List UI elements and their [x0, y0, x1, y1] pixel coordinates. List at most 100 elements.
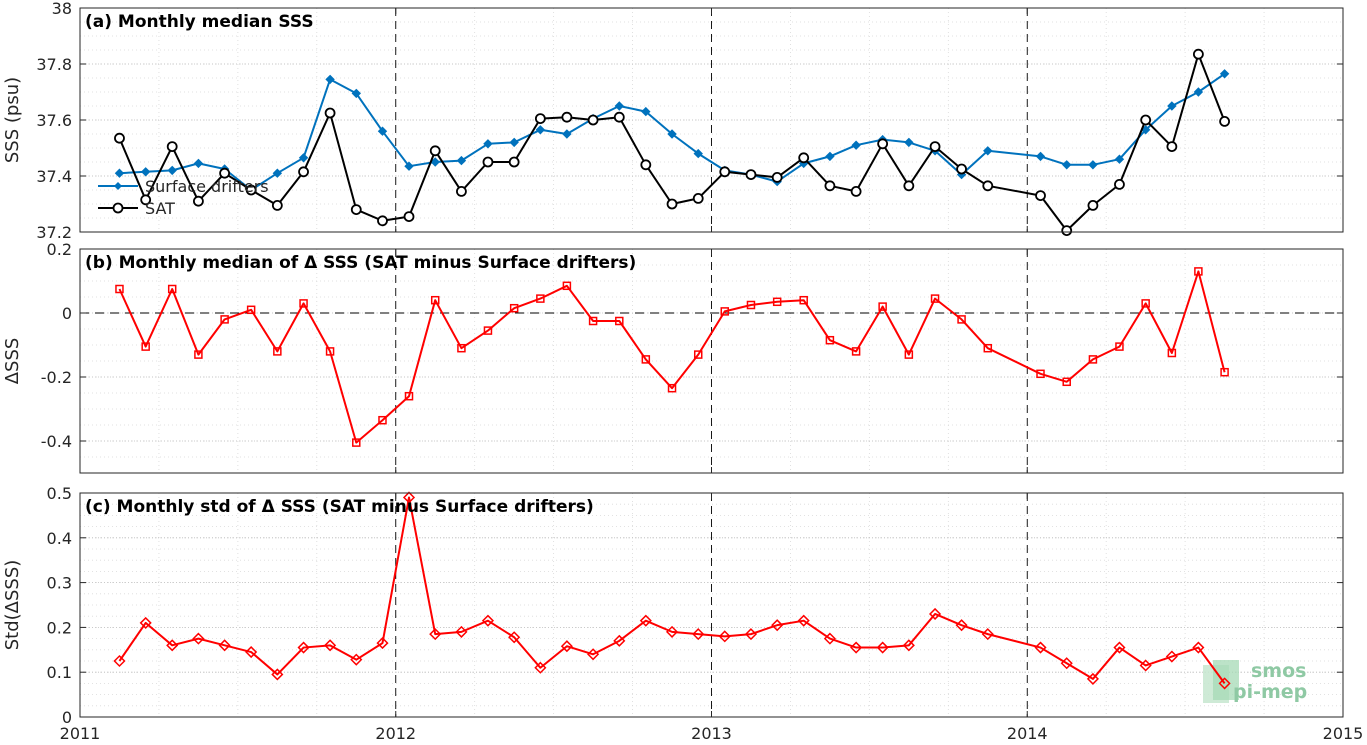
series-1-point	[746, 300, 756, 310]
series-1-point	[904, 350, 914, 359]
y-tick-label: 37.8	[36, 55, 72, 74]
panel-a-y-ticks: 37.2 37.4 37.6 37.8 38	[36, 0, 1344, 242]
legend: Surface drifters SAT	[98, 177, 269, 218]
panel-b-frame	[79, 248, 1344, 474]
y-tick-label: 0.4	[47, 529, 72, 548]
sat-point	[534, 113, 546, 124]
series-1-point	[534, 661, 547, 674]
series-1-point	[508, 631, 521, 644]
logo-text-pi-mep: pi-mep	[1233, 681, 1307, 703]
panel-a-series	[114, 48, 1230, 237]
legend-label-sat: SAT	[145, 199, 175, 218]
sat-point	[298, 166, 309, 178]
sat-point	[403, 211, 415, 223]
surface-drifters-point	[825, 151, 835, 162]
sat-point	[377, 215, 388, 227]
series-1-point	[1165, 650, 1178, 663]
series-1-point	[115, 284, 124, 294]
series-1-point	[1192, 641, 1205, 654]
y-tick-label: 37.6	[36, 111, 72, 130]
sat-point	[1192, 48, 1204, 60]
surface-drifters-point	[1193, 87, 1204, 97]
sat-point	[245, 184, 257, 196]
series-1-point	[718, 630, 731, 643]
series-1-point	[667, 383, 677, 393]
series-1-point	[1113, 641, 1126, 654]
series-1-point	[218, 639, 231, 652]
sat-point	[1219, 116, 1230, 127]
sat-point	[350, 204, 362, 216]
surface-drifters-point	[377, 126, 388, 136]
surface-drifters-point	[351, 88, 361, 99]
series-1-point	[850, 641, 863, 654]
surface-drifters-point	[430, 157, 440, 167]
panel-a-year-lines	[395, 8, 1028, 232]
series-1-point	[430, 295, 440, 305]
panel-a-title: (a) Monthly median SSS	[85, 12, 314, 32]
series-1-point	[1086, 672, 1099, 685]
y-tick-label: 0	[62, 708, 72, 727]
y-tick-label: 0.5	[47, 484, 72, 503]
series-1-point	[402, 491, 416, 504]
y-tick-label: -0.4	[41, 432, 72, 451]
surface-drifters-point	[298, 153, 309, 163]
series-1-point	[1034, 641, 1047, 654]
series-1-point	[693, 350, 703, 359]
series-1-point	[141, 342, 150, 351]
surface-drifters-point	[167, 165, 177, 176]
surface-drifters-point	[456, 155, 467, 166]
sat-point	[193, 195, 204, 207]
series-1-point	[192, 632, 205, 645]
series-1-point	[1062, 377, 1071, 387]
panel-b: -0.4 -0.2 0 0.2 ΔSSS (b) Monthly median of …	[2, 240, 1344, 474]
panel-c-frame	[79, 492, 1344, 718]
sat-point	[1087, 199, 1099, 211]
sat-point	[482, 156, 494, 168]
panel-c-y-ticks: 0 0.1 0.2 0.3 0.4 0.5	[47, 484, 1344, 727]
y-tick-label: 37.4	[36, 167, 72, 186]
panel-c: smos pi-mep 00.10.20.30.40.5 2011 2012 201…	[2, 484, 1363, 743]
surface-drifters-point	[140, 167, 151, 177]
series-1-point	[429, 628, 442, 641]
sat-point	[1114, 178, 1125, 190]
surface-drifters-point	[404, 161, 414, 171]
y-tick-label: 38	[52, 0, 72, 18]
surface-drifters-point	[1167, 101, 1177, 111]
series-1-line	[118, 270, 1226, 444]
y-tick-label: 0.2	[47, 618, 72, 637]
series-1-point	[639, 614, 652, 627]
series-1-point	[481, 614, 495, 627]
panel-a-major-grid	[80, 63, 1343, 177]
series-1-point	[902, 639, 915, 652]
legend-label-surface-drifters: Surface drifters	[145, 177, 269, 196]
series-1-point	[772, 297, 782, 307]
surface-drifters-point	[851, 140, 861, 150]
surface-drifters-point	[272, 168, 283, 178]
series-1-point	[378, 415, 387, 425]
series-1-point	[1139, 659, 1152, 672]
series-1-point	[1060, 657, 1073, 670]
surface-drifters-line	[119, 72, 1226, 191]
series-1-point	[641, 355, 651, 364]
legend-marker-sat	[112, 202, 124, 214]
series-1-point	[692, 628, 705, 641]
sat-point	[929, 141, 941, 153]
y-tick-label: 0	[62, 304, 72, 323]
y-tick-label: 0.2	[47, 240, 72, 259]
series-1-point	[615, 316, 624, 326]
sat-point	[613, 111, 625, 123]
panel-a-y-axis-label: SSS (psu)	[2, 77, 23, 163]
series-1-point	[930, 294, 940, 303]
series-1-point	[928, 607, 942, 621]
series-1-point	[587, 648, 600, 661]
surface-drifters-point	[1114, 154, 1125, 164]
series-1-point	[273, 347, 282, 356]
series-1-point	[799, 295, 808, 305]
sat-point	[640, 159, 652, 171]
series-1-point	[297, 641, 310, 654]
series-1-point	[797, 614, 810, 627]
surface-drifters-point	[114, 168, 125, 178]
surface-drifters-point	[1035, 151, 1046, 162]
sat-point	[903, 180, 915, 192]
sat-point	[166, 141, 178, 153]
